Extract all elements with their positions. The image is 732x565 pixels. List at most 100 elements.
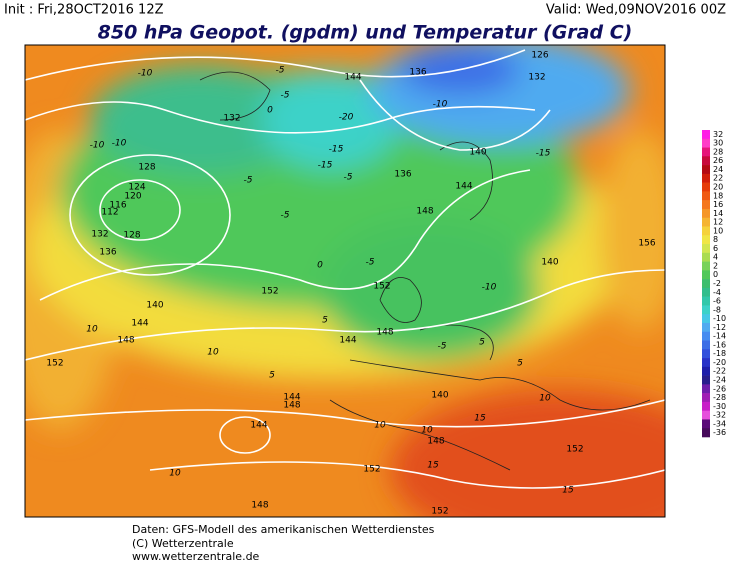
geopotential-label: 144 [339, 336, 356, 346]
temperature-label: -10 [482, 283, 497, 293]
geopotential-label: 152 [373, 282, 390, 292]
temperature-label: 10 [86, 325, 98, 335]
legend-swatch [702, 366, 710, 376]
legend-swatch [702, 252, 710, 262]
geopotential-label: 156 [638, 239, 655, 249]
temperature-label: 10 [539, 394, 551, 404]
legend-swatch [702, 182, 710, 192]
valid-time: Valid: Wed,09NOV2016 00Z [546, 3, 726, 18]
geopotential-label: 140 [541, 258, 558, 268]
geopotential-label: 152 [46, 359, 63, 369]
legend-swatch [702, 305, 710, 315]
temperature-label: -5 [366, 258, 375, 268]
temperature-label: -5 [281, 211, 290, 221]
geopotential-label: 132 [528, 73, 545, 83]
geopotential-label: 140 [469, 148, 486, 158]
geopotential-label: 148 [283, 401, 300, 411]
warm-area [390, 390, 665, 517]
legend-swatch [702, 270, 710, 280]
geopotential-label: 148 [427, 437, 444, 447]
color-legend: 32302826242220181614121086420-2-4-6-8-10… [702, 130, 726, 438]
legend-label: -6 [713, 297, 721, 306]
legend-label: -34 [713, 419, 726, 428]
legend-swatch [702, 208, 710, 219]
geopotential-label: 112 [101, 208, 118, 218]
geopotential-label: 128 [138, 163, 155, 173]
temperature-label: 10 [207, 348, 219, 358]
temperature-label: -5 [344, 173, 353, 183]
temperature-label: 0 [317, 261, 323, 271]
legend-swatch [702, 226, 710, 236]
footer-copyright: (C) Wetterzentrale [132, 537, 234, 550]
geopotential-label: 144 [131, 319, 148, 329]
map-title: 850 hPa Geopot. (gpdm) und Temperatur (G… [98, 22, 633, 44]
geopotential-label: 136 [394, 170, 411, 180]
footer-source: Daten: GFS-Modell des amerikanischen Wet… [132, 523, 435, 536]
geopotential-label: 152 [363, 465, 380, 475]
temperature-label: -5 [276, 66, 285, 76]
temperature-label: 5 [517, 359, 523, 369]
legend-label: 28 [713, 147, 723, 156]
temperature-label: -5 [438, 342, 447, 352]
geopotential-label: 126 [531, 51, 548, 61]
temperature-label: 15 [427, 461, 439, 471]
legend-swatch [702, 322, 710, 333]
geopotential-isolines [25, 49, 665, 489]
legend-label: -22 [713, 367, 726, 376]
geopotential-label: 148 [416, 207, 433, 217]
legend-label: -14 [713, 332, 726, 341]
mild-area [600, 130, 665, 330]
legend-swatch [702, 244, 710, 254]
legend-swatch [702, 156, 710, 166]
geopotential-label: 132 [223, 114, 240, 124]
legend-label: 4 [713, 253, 718, 262]
legend-swatch [702, 331, 710, 341]
legend-label: 16 [713, 200, 723, 209]
footer-url: www.wetterzentrale.de [132, 550, 260, 563]
map-frame [24, 44, 666, 518]
geopotential-label: 152 [431, 507, 448, 517]
temperature-field [25, 45, 665, 517]
legend-label: 6 [713, 244, 718, 253]
temperature-label: 15 [562, 486, 574, 496]
legend-swatch [702, 401, 710, 411]
legend-label: 12 [713, 218, 723, 227]
legend-swatch [702, 138, 710, 148]
legend-label: 10 [713, 226, 723, 235]
geopotential-label: 132 [91, 230, 108, 240]
legend-swatch [702, 147, 710, 157]
temperature-label: -15 [329, 145, 344, 155]
legend-swatch [702, 384, 710, 394]
temperature-label: 10 [421, 426, 433, 436]
cool-area [320, 220, 540, 360]
legend-label: -8 [713, 305, 721, 314]
legend-label: -20 [713, 358, 726, 367]
legend-label: -28 [713, 393, 726, 402]
temperature-label: -10 [112, 139, 127, 149]
temperature-label: 10 [169, 469, 181, 479]
legend-label: -32 [713, 411, 726, 420]
legend-label: -12 [713, 323, 726, 332]
legend-swatch [702, 287, 710, 297]
legend-swatch [702, 410, 710, 420]
geopotential-label: 140 [431, 391, 448, 401]
temperature-label: 10 [374, 421, 386, 431]
legend-label: -18 [713, 349, 726, 358]
geopotential-label: 148 [251, 501, 268, 511]
temperature-label: 15 [474, 414, 486, 424]
legend-label: -4 [713, 288, 721, 297]
geopotential-label: 148 [376, 328, 393, 338]
temperature-label: 5 [479, 338, 485, 348]
legend-label: 8 [713, 235, 718, 244]
legend-label: -26 [713, 384, 726, 393]
legend-swatch [702, 349, 710, 359]
temperature-label: 0 [267, 106, 273, 116]
legend-swatch [702, 428, 710, 438]
legend-label: 26 [713, 156, 723, 165]
legend-label: -2 [713, 279, 721, 288]
legend-swatch [702, 279, 710, 289]
legend-label: -36 [713, 428, 726, 437]
cold-area [260, 70, 400, 170]
legend-label: 20 [713, 183, 723, 192]
